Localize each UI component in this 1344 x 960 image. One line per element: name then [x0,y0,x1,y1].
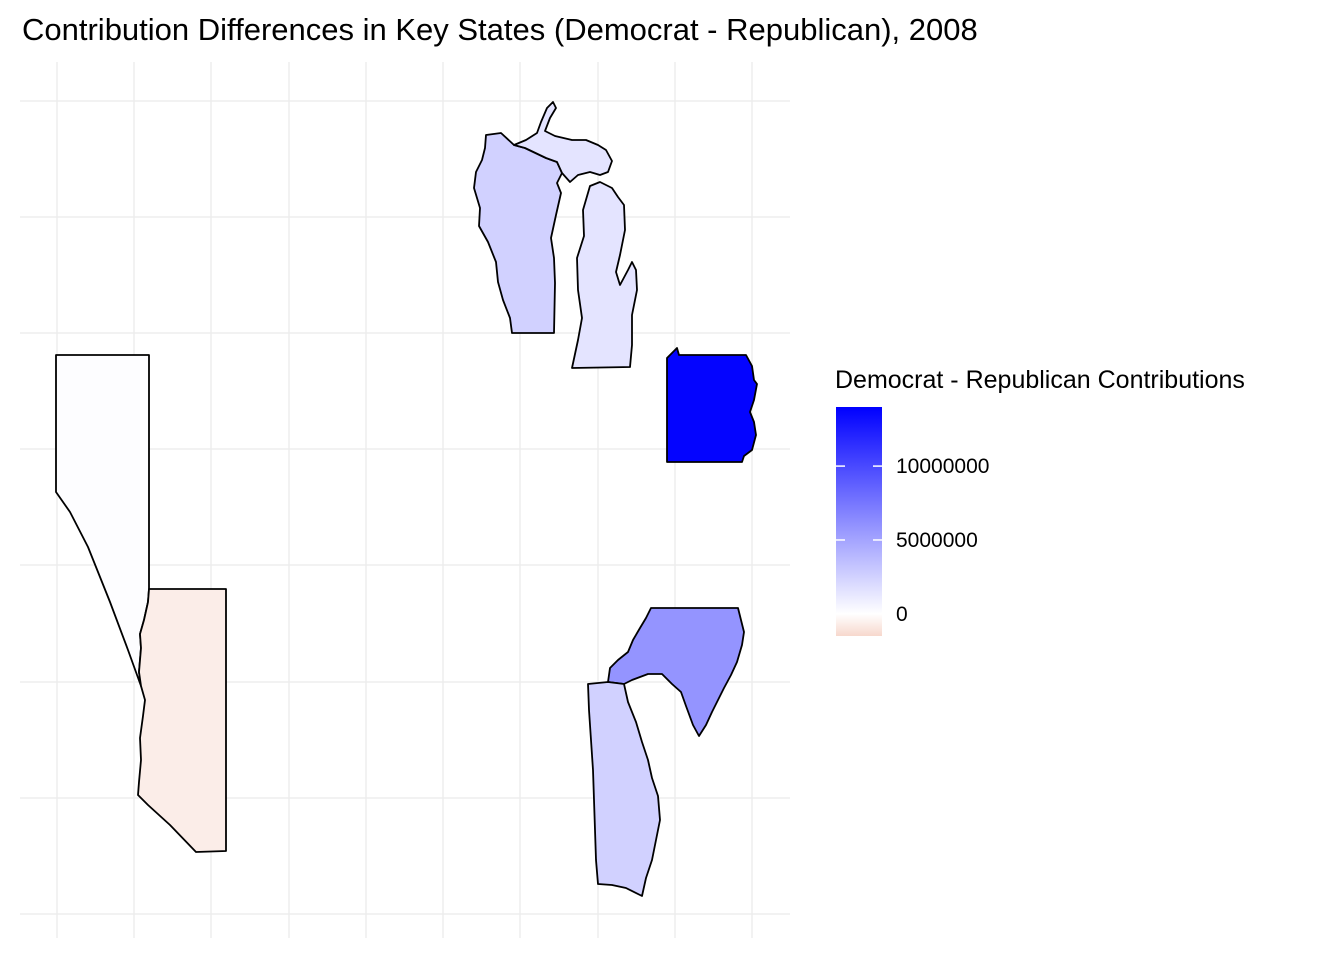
state-michigan-lower [571,181,638,369]
state-michigan-upper [513,101,613,183]
state-south-carolina [587,681,661,897]
state-arizona [137,588,227,853]
legend-colorbar [836,407,882,636]
legend-label: 0 [896,603,908,626]
state-nevada [55,354,150,687]
state-pennsylvania [666,347,758,463]
chart-title: Contribution Differences in Key States (… [22,12,978,47]
legend-label: 5000000 [896,529,978,552]
state-shapes [55,101,758,897]
state-north-carolina [607,607,745,737]
state-wisconsin [473,132,563,334]
legend: Democrat - Republican Contributions 1000… [835,366,1245,636]
legend-title: Democrat - Republican Contributions [835,366,1245,394]
legend-ticks: 10000000 5000000 0 [836,455,989,626]
legend-label: 10000000 [896,455,989,478]
